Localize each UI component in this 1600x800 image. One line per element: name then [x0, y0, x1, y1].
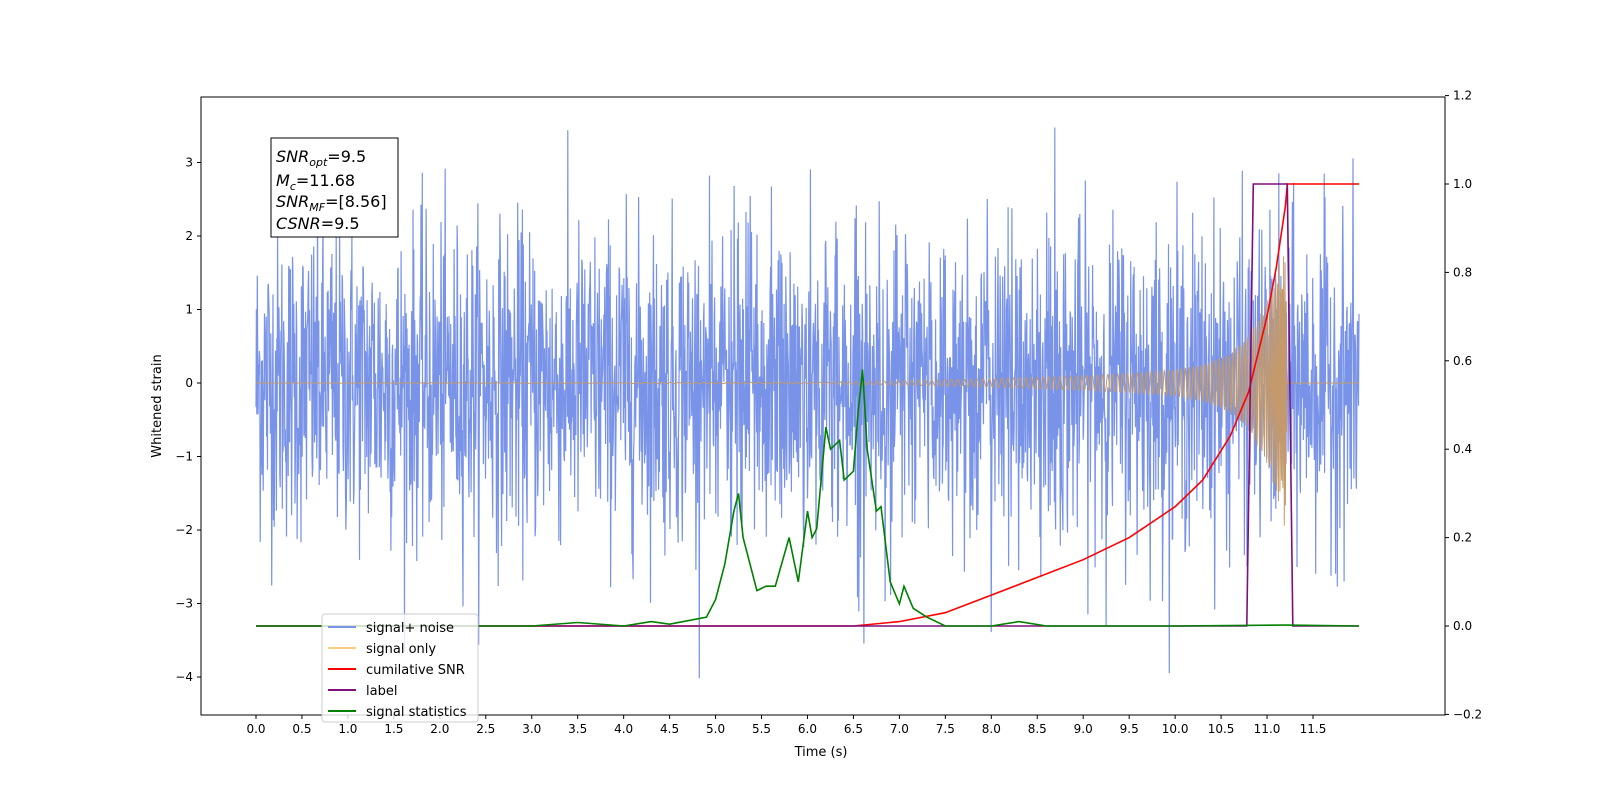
plot-frame — [200, 96, 1446, 716]
x-tick-label: 8.5 — [1028, 722, 1047, 736]
x-tick-label: 7.0 — [890, 722, 909, 736]
annotation-line: CSNR=9.5 — [276, 214, 360, 233]
y-tick-label: −4 — [175, 670, 193, 684]
y-tick-label: 0 — [185, 376, 193, 390]
y2-tick-label: 0.2 — [1453, 531, 1472, 545]
x-tick-label: 4.0 — [614, 722, 633, 736]
y-tick-label: 1 — [185, 303, 193, 317]
x-tick-label: 4.5 — [660, 722, 679, 736]
x-tick-label: 3.0 — [522, 722, 541, 736]
x-tick-label: 7.5 — [936, 722, 955, 736]
x-tick-label: 9.5 — [1120, 722, 1139, 736]
y2-tick-label: 0.0 — [1453, 619, 1472, 633]
series-cumulative-snr-line — [256, 183, 1359, 627]
y2-tick-label: 1.2 — [1453, 89, 1472, 103]
y2-tick-label: 0.4 — [1453, 442, 1472, 456]
annotation-line: Mc=11.68 — [276, 171, 355, 193]
series-signal-noise-line — [255, 127, 1360, 679]
y-axis-left: 3 2 1 0 −1 −2 −3 −4 — [175, 156, 201, 684]
series-signal-only-line — [256, 256, 1359, 526]
x-tick-label: 1.5 — [384, 722, 403, 736]
x-axis: 0.0 0.5 1.0 1.5 2.0 2.5 3.0 3.5 4.0 4.5 5.0 5.5 6.0 6… — [246, 715, 1326, 736]
x-tick-label: 10.5 — [1208, 722, 1235, 736]
x-tick-label: 1.0 — [338, 722, 357, 736]
annotation-line: SNRopt=9.5 — [276, 147, 366, 169]
series-signal-statistics-line — [256, 369, 1360, 627]
y-tick-label: 3 — [185, 156, 193, 170]
x-tick-label: 5.5 — [752, 722, 771, 736]
y-tick-label: −2 — [175, 523, 193, 537]
x-tick-label: 9.0 — [1074, 722, 1093, 736]
x-tick-label: 2.0 — [430, 722, 449, 736]
x-tick-label: 0.5 — [292, 722, 311, 736]
y-axis-right: 1.2 1.0 0.8 0.6 0.4 0.2 0.0 −0.2 — [1445, 89, 1482, 721]
legend-entry-label: signal only — [366, 642, 436, 657]
x-tick-label: 2.5 — [476, 722, 495, 736]
y2-tick-label: 1.0 — [1453, 177, 1472, 191]
x-tick-label: 10.0 — [1162, 722, 1189, 736]
y-axis-label: Whitened strain — [150, 354, 165, 457]
x-tick-label: 11.5 — [1300, 722, 1327, 736]
x-tick-label: 6.5 — [844, 722, 863, 736]
plot-series-layer — [255, 127, 1360, 679]
legend-entry-label: label — [366, 684, 397, 699]
x-axis-label: Time (s) — [794, 745, 848, 760]
x-tick-label: 3.5 — [568, 722, 587, 736]
legend-entry-label: signal statistics — [366, 705, 467, 720]
x-tick-label: 8.0 — [982, 722, 1001, 736]
x-tick-label: 6.0 — [798, 722, 817, 736]
legend-entry-label: signal+ noise — [366, 621, 454, 636]
annotation-line: SNRMF=[8.56] — [276, 192, 387, 214]
x-tick-label: 5.0 — [706, 722, 725, 736]
x-tick-label: 0.0 — [246, 722, 265, 736]
y-tick-label: −1 — [175, 450, 193, 464]
y-tick-label: 2 — [185, 229, 193, 243]
y2-tick-label: 0.8 — [1453, 265, 1472, 279]
legend: signal+ noise signal only cumilative SNR la… — [321, 613, 479, 723]
x-tick-label: 11.0 — [1254, 722, 1281, 736]
y2-tick-label: −0.2 — [1453, 707, 1482, 721]
y2-tick-label: 0.6 — [1453, 354, 1472, 368]
legend-entry-label: cumilative SNR — [366, 663, 465, 678]
y-tick-label: −3 — [175, 597, 193, 611]
